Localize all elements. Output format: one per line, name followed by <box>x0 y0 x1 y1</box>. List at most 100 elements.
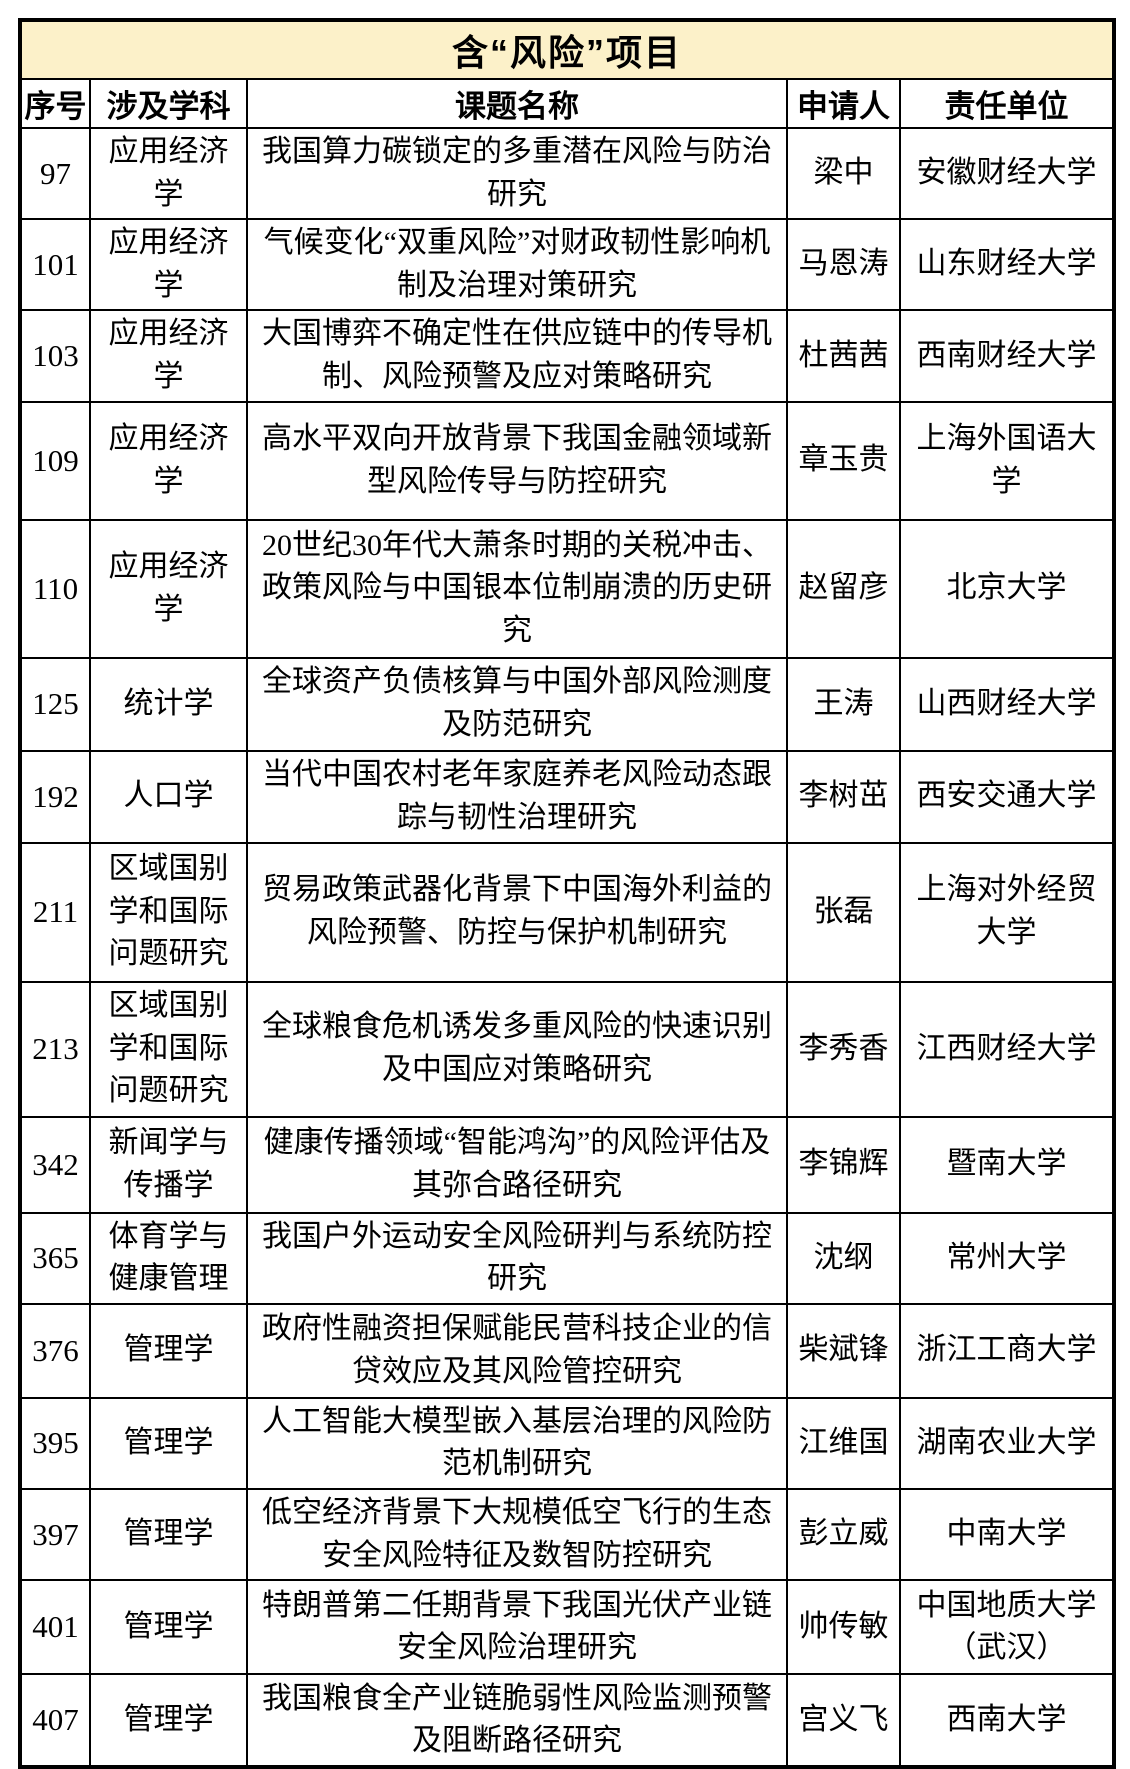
table-title: 含“风险”项目 <box>19 19 1115 80</box>
discipline-cell: 应用经济学 <box>89 400 248 521</box>
applicant-cell: 柴斌锋 <box>786 1302 901 1399</box>
discipline-cell: 人口学 <box>89 749 248 844</box>
serial-cell: 401 <box>19 1579 91 1676</box>
institution-cell: 西安交通大学 <box>899 749 1115 844</box>
applicant-cell: 江维国 <box>786 1396 901 1490</box>
project-title-cell: 低空经济背景下大规模低空飞行的生态安全风险特征及数智防控研究 <box>246 1487 788 1582</box>
column-header-discipline: 涉及学科 <box>89 78 248 129</box>
discipline-cell: 管理学 <box>89 1302 248 1399</box>
project-title-cell: 20世纪30年代大萧条时期的关税冲击、政策风险与中国银本位制崩溃的历史研究 <box>246 518 788 659</box>
institution-cell: 山东财经大学 <box>899 218 1115 312</box>
serial-cell: 97 <box>19 126 91 221</box>
table-row: 395 管理学 人工智能大模型嵌入基层治理的风险防范机制研究 江维国 湖南农业大学 <box>19 1396 1115 1490</box>
column-header-row: 序号 涉及学科 课题名称 申请人 责任单位 <box>19 78 1115 129</box>
table-row: 365 体育学与健康管理 我国户外运动安全风险研判与系统防控研究 沈纲 常州大学 <box>19 1211 1115 1305</box>
project-title-cell: 健康传播领域“智能鸿沟”的风险评估及其弥合路径研究 <box>246 1115 788 1214</box>
serial-cell: 407 <box>19 1673 91 1769</box>
applicant-cell: 张磊 <box>786 841 901 983</box>
institution-cell: 北京大学 <box>899 518 1115 659</box>
discipline-cell: 应用经济学 <box>89 309 248 403</box>
column-header-institution: 责任单位 <box>899 78 1115 129</box>
serial-cell: 110 <box>19 518 91 659</box>
table-row: 103 应用经济学 大国博弈不确定性在供应链中的传导机制、风险预警及应对策略研究 杜茜… <box>19 309 1115 403</box>
serial-cell: 397 <box>19 1487 91 1582</box>
institution-cell: 上海外国语大学 <box>899 400 1115 521</box>
applicant-cell: 赵留彦 <box>786 518 901 659</box>
institution-cell: 浙江工商大学 <box>899 1302 1115 1399</box>
applicant-cell: 梁中 <box>786 126 901 221</box>
applicant-cell: 李树茁 <box>786 749 901 844</box>
discipline-cell: 区域国别学和国际问题研究 <box>89 841 248 983</box>
institution-cell: 常州大学 <box>899 1211 1115 1305</box>
discipline-cell: 管理学 <box>89 1487 248 1582</box>
title-row: 含“风险”项目 <box>19 19 1115 80</box>
column-header-project: 课题名称 <box>246 78 788 129</box>
project-title-cell: 高水平双向开放背景下我国金融领域新型风险传导与防控研究 <box>246 400 788 521</box>
institution-cell: 江西财经大学 <box>899 980 1115 1118</box>
serial-cell: 211 <box>19 841 91 983</box>
discipline-cell: 区域国别学和国际问题研究 <box>89 980 248 1118</box>
applicant-cell: 宫义飞 <box>786 1673 901 1769</box>
project-title-cell: 当代中国农村老年家庭养老风险动态跟踪与韧性治理研究 <box>246 749 788 844</box>
discipline-cell: 新闻学与传播学 <box>89 1115 248 1214</box>
serial-cell: 365 <box>19 1211 91 1305</box>
discipline-cell: 管理学 <box>89 1396 248 1490</box>
serial-cell: 109 <box>19 400 91 521</box>
institution-cell: 西南大学 <box>899 1673 1115 1769</box>
applicant-cell: 马恩涛 <box>786 218 901 312</box>
discipline-cell: 体育学与健康管理 <box>89 1211 248 1305</box>
institution-cell: 上海对外经贸大学 <box>899 841 1115 983</box>
institution-cell: 西南财经大学 <box>899 309 1115 403</box>
table-row: 407 管理学 我国粮食全产业链脆弱性风险监测预警及阻断路径研究 宫义飞 西南大学 <box>19 1673 1115 1769</box>
serial-cell: 213 <box>19 980 91 1118</box>
project-title-cell: 全球粮食危机诱发多重风险的快速识别及中国应对策略研究 <box>246 980 788 1118</box>
institution-cell: 安徽财经大学 <box>899 126 1115 221</box>
discipline-cell: 应用经济学 <box>89 518 248 659</box>
table-row: 97 应用经济学 我国算力碳锁定的多重潜在风险与防治研究 梁中 安徽财经大学 <box>19 126 1115 221</box>
project-title-cell: 我国粮食全产业链脆弱性风险监测预警及阻断路径研究 <box>246 1673 788 1769</box>
discipline-cell: 管理学 <box>89 1673 248 1769</box>
table-row: 397 管理学 低空经济背景下大规模低空飞行的生态安全风险特征及数智防控研究 彭立威中… <box>19 1487 1115 1582</box>
applicant-cell: 王涛 <box>786 656 901 752</box>
table-body: 97 应用经济学 我国算力碳锁定的多重潜在风险与防治研究 梁中 安徽财经大学 101 应用经… <box>19 126 1115 1769</box>
discipline-cell: 统计学 <box>89 656 248 752</box>
applicant-cell: 章玉贵 <box>786 400 901 521</box>
discipline-cell: 应用经济学 <box>89 126 248 221</box>
column-header-serial: 序号 <box>19 78 91 129</box>
applicant-cell: 沈纲 <box>786 1211 901 1305</box>
risk-projects-table: 含“风险”项目 序号 涉及学科 课题名称 申请人 责任单位 97 应用经济学 我国算… <box>18 18 1116 1769</box>
column-header-applicant: 申请人 <box>786 78 901 129</box>
project-title-cell: 人工智能大模型嵌入基层治理的风险防范机制研究 <box>246 1396 788 1490</box>
discipline-cell: 应用经济学 <box>89 218 248 312</box>
table-row: 109 应用经济学 高水平双向开放背景下我国金融领域新型风险传导与防控研究 章玉贵 上海… <box>19 400 1115 521</box>
table-row: 101 应用经济学 气候变化“双重风险”对财政韧性影响机制及治理对策研究 马恩涛 山东财… <box>19 218 1115 312</box>
applicant-cell: 李锦辉 <box>786 1115 901 1214</box>
institution-cell: 中南大学 <box>899 1487 1115 1582</box>
institution-cell: 山西财经大学 <box>899 656 1115 752</box>
institution-cell: 中国地质大学（武汉） <box>899 1579 1115 1676</box>
project-title-cell: 政府性融资担保赋能民营科技企业的信贷效应及其风险管控研究 <box>246 1302 788 1399</box>
institution-cell: 暨南大学 <box>899 1115 1115 1214</box>
serial-cell: 103 <box>19 309 91 403</box>
applicant-cell: 李秀香 <box>786 980 901 1118</box>
serial-cell: 192 <box>19 749 91 844</box>
serial-cell: 376 <box>19 1302 91 1399</box>
serial-cell: 395 <box>19 1396 91 1490</box>
table-row: 342 新闻学与传播学 健康传播领域“智能鸿沟”的风险评估及其弥合路径研究 李锦辉 暨南… <box>19 1115 1115 1214</box>
table-row: 125 统计学 全球资产负债核算与中国外部风险测度及防范研究 王涛 山西财经大学 <box>19 656 1115 752</box>
project-title-cell: 贸易政策武器化背景下中国海外利益的风险预警、防控与保护机制研究 <box>246 841 788 983</box>
applicant-cell: 帅传敏 <box>786 1579 901 1676</box>
table-row: 110 应用经济学 20世纪30年代大萧条时期的关税冲击、政策风险与中国银本位制崩溃… <box>19 518 1115 659</box>
discipline-cell: 管理学 <box>89 1579 248 1676</box>
project-title-cell: 我国户外运动安全风险研判与系统防控研究 <box>246 1211 788 1305</box>
serial-cell: 101 <box>19 218 91 312</box>
table-row: 213 区域国别学和国际问题研究 全球粮食危机诱发多重风险的快速识别及中国应对策略研… <box>19 980 1115 1118</box>
table-row: 211 区域国别学和国际问题研究 贸易政策武器化背景下中国海外利益的风险预警、防控与… <box>19 841 1115 983</box>
table-row: 401 管理学 特朗普第二任期背景下我国光伏产业链安全风险治理研究 帅传敏 中国地质大学… <box>19 1579 1115 1676</box>
serial-cell: 342 <box>19 1115 91 1214</box>
project-title-cell: 大国博弈不确定性在供应链中的传导机制、风险预警及应对策略研究 <box>246 309 788 403</box>
project-title-cell: 我国算力碳锁定的多重潜在风险与防治研究 <box>246 126 788 221</box>
project-title-cell: 气候变化“双重风险”对财政韧性影响机制及治理对策研究 <box>246 218 788 312</box>
institution-cell: 湖南农业大学 <box>899 1396 1115 1490</box>
